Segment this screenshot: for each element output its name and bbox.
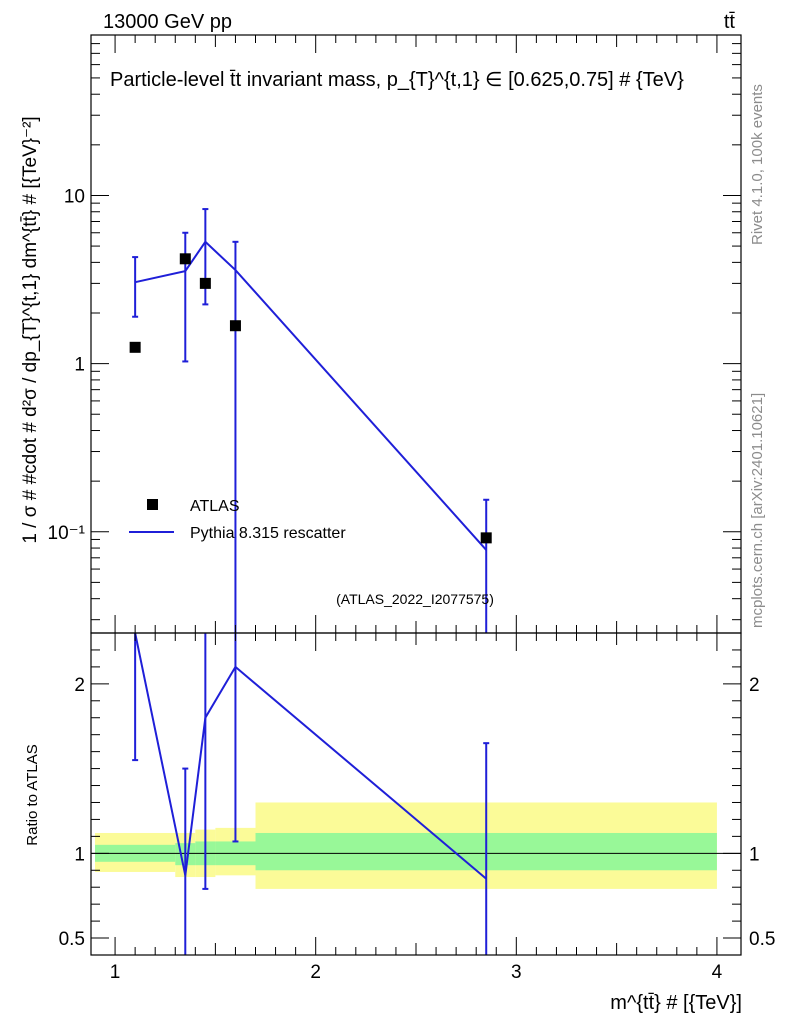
ratio-y-tick-label-right: 0.5 bbox=[749, 929, 775, 950]
x-tick-label: 3 bbox=[511, 962, 522, 983]
data-point-atlas bbox=[199, 277, 211, 289]
main-axes: 10⁻¹ 1 10 bbox=[48, 35, 741, 633]
ratio-y-tick-label: 2 bbox=[74, 675, 85, 696]
main-panel: 10⁻¹ 1 10 Particle-level t̄t invariant mas… bbox=[20, 34, 742, 634]
x-tick-label: 2 bbox=[310, 962, 321, 983]
ratio-plot-area bbox=[91, 632, 741, 955]
legend-label-atlas: ATLAS bbox=[190, 498, 240, 515]
ratio-y-axis-label: Ratio to ATLAS bbox=[24, 744, 41, 845]
data-point-atlas bbox=[480, 532, 492, 544]
ratio-y-tick-label: 0.5 bbox=[59, 929, 85, 950]
ratio-frame bbox=[90, 632, 742, 956]
chart-title: Particle-level t̄t invariant mass, p_{T}… bbox=[110, 69, 684, 91]
analysis-watermark: (ATLAS_2022_I2077575) bbox=[336, 591, 494, 607]
main-plot-area bbox=[129, 208, 492, 633]
data-point-atlas bbox=[179, 253, 191, 265]
main-frame bbox=[90, 34, 742, 634]
energy-label: 13000 GeV pp bbox=[103, 11, 232, 33]
y-axis-label: 1 / σ # #cdot # d²σ / dp_{T}^{t,1} dm^{t… bbox=[20, 116, 41, 543]
y-tick-label: 10 bbox=[64, 186, 85, 207]
series-line-pythia bbox=[134, 240, 487, 551]
y-tick-label: 10⁻¹ bbox=[48, 523, 86, 544]
y-tick-label: 1 bbox=[74, 355, 85, 376]
x-tick-label: 4 bbox=[712, 962, 723, 983]
ratio-y-tick-label-right: 2 bbox=[749, 675, 760, 696]
legend: ATLAS Pythia 8.315 rescatter bbox=[129, 498, 346, 542]
ratio-y-tick-label-right: 1 bbox=[749, 844, 760, 865]
data-point-atlas bbox=[229, 320, 241, 332]
data-point-atlas bbox=[129, 341, 141, 353]
legend-label-pythia: Pythia 8.315 rescatter bbox=[190, 525, 346, 542]
rivet-version-label: Rivet 4.1.0, 100k events bbox=[749, 84, 766, 245]
ratio-axes: 1 2 3 4 0.5 0.5 1 1 2 2 bbox=[59, 633, 775, 983]
source-label: mcplots.cern.ch [arXiv:2401.10621] bbox=[749, 393, 766, 628]
process-label: tt̄ bbox=[724, 11, 736, 33]
legend-marker-atlas bbox=[147, 499, 158, 510]
x-axis-label: m^{tt̄} # [{TeV}] bbox=[610, 992, 742, 1014]
x-tick-label: 1 bbox=[110, 962, 121, 983]
ratio-y-tick-label: 1 bbox=[74, 844, 85, 865]
ratio-panel: 1 2 3 4 0.5 0.5 1 1 2 2 Ratio to ATLAS m^{tt̄} # … bbox=[24, 632, 775, 1014]
